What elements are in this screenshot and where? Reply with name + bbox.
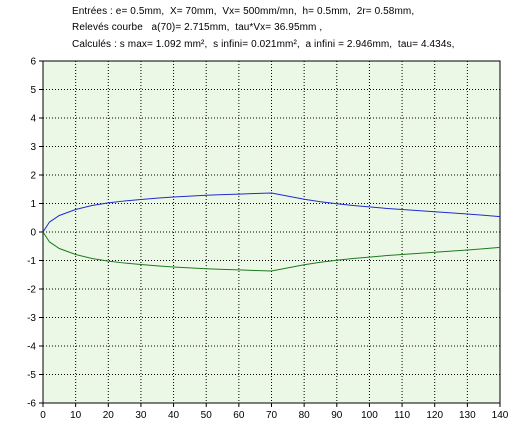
x-tick-label: 120 (426, 410, 443, 421)
y-tick-label: -1 (27, 256, 36, 267)
x-tick-label: 10 (70, 410, 82, 421)
x-tick-label: 90 (331, 410, 343, 421)
y-tick-label: -5 (27, 370, 36, 381)
x-tick-label: 80 (299, 410, 311, 421)
x-tick-label: 0 (40, 410, 46, 421)
x-tick-label: 20 (103, 410, 115, 421)
x-tick-label: 110 (394, 410, 410, 421)
y-tick-label: -6 (27, 399, 36, 410)
x-tick-label: 70 (266, 410, 278, 421)
x-tick-label: 60 (233, 410, 245, 421)
x-tick-label: 100 (361, 410, 378, 421)
y-tick-label: 2 (30, 171, 36, 182)
y-tick-label: -3 (27, 313, 36, 324)
y-tick-label: 4 (30, 114, 36, 125)
y-tick-label: 5 (30, 85, 36, 96)
y-tick-label: 6 (30, 57, 36, 68)
y-tick-label: -4 (27, 342, 36, 353)
x-tick-label: 40 (168, 410, 180, 421)
y-tick-label: 3 (30, 142, 36, 153)
x-tick-label: 30 (135, 410, 147, 421)
x-tick-label: 50 (201, 410, 213, 421)
y-tick-label: 1 (30, 199, 36, 210)
x-tick-label: 130 (459, 410, 476, 421)
x-tick-label: 140 (492, 410, 509, 421)
y-tick-label: 0 (30, 228, 36, 239)
y-tick-label: -2 (27, 285, 36, 296)
